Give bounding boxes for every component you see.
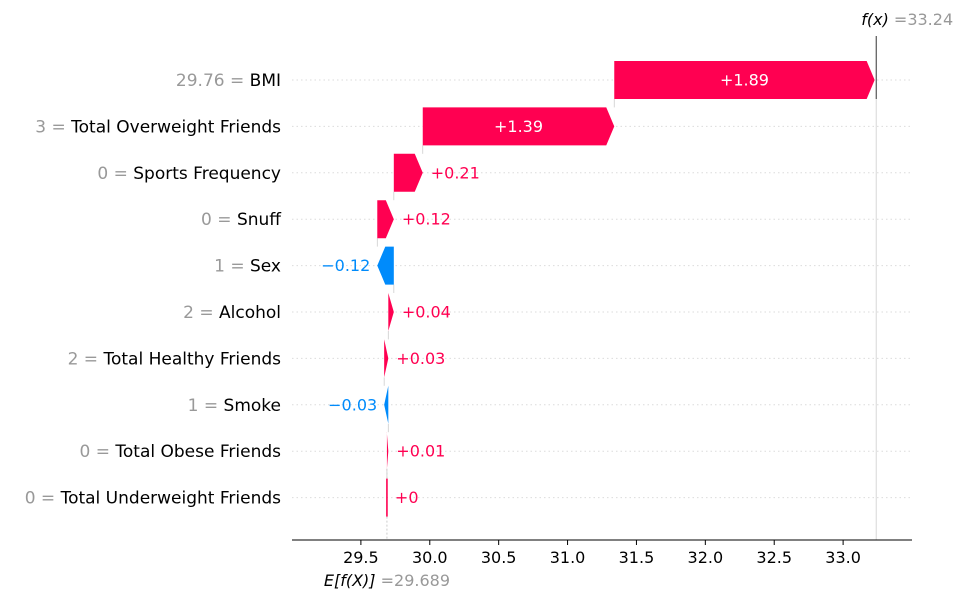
feature-row-label: 3 = Total Overweight Friends xyxy=(35,117,281,137)
feature-row-label: 1 = Smoke xyxy=(188,396,281,416)
bar-value-label: +0.03 xyxy=(396,349,445,368)
bar-value-label: +0.01 xyxy=(396,442,445,461)
x-tick-label: 33.0 xyxy=(825,548,861,567)
output-value-equals: = xyxy=(889,10,908,29)
feature-value: 1 xyxy=(188,396,199,416)
contribution-bars: +1.89 +1.39 +0.21 +0.12 −0.12 +0.04 +0.03 −0.03… xyxy=(321,61,875,517)
feature-value: 2 xyxy=(183,303,194,323)
base-value-number: 29.689 xyxy=(394,571,450,590)
bar-positive xyxy=(377,200,394,239)
feature-name: Snuff xyxy=(237,210,282,230)
bar-negative xyxy=(377,246,394,285)
base-value-equals: = xyxy=(376,571,395,590)
x-tick-label: 32.0 xyxy=(688,548,724,567)
bar-positive xyxy=(386,478,388,517)
output-value-number: 33.24 xyxy=(907,10,953,29)
feature-name: Total Underweight Friends xyxy=(60,489,282,509)
feature-row-label: 0 = Total Underweight Friends xyxy=(25,489,281,509)
bar-negative xyxy=(384,385,389,424)
equals-sign: = xyxy=(225,71,250,91)
reference-lines xyxy=(376,36,877,540)
bar-positive xyxy=(386,432,389,471)
equals-sign: = xyxy=(78,349,103,369)
bar-value-label: +0.21 xyxy=(431,163,480,182)
bar-value-label: +0 xyxy=(395,488,419,507)
equals-sign: = xyxy=(225,257,250,277)
equals-sign: = xyxy=(90,442,115,462)
x-axis: 29.5 30.0 30.5 31.0 31.5 32.0 32.5 33.0 xyxy=(292,539,912,567)
x-tick-label: 30.5 xyxy=(481,548,517,567)
feature-row-label: 0 = Total Obese Friends xyxy=(80,442,282,462)
x-tick-label: 32.5 xyxy=(756,548,792,567)
bar-value-label: +1.89 xyxy=(720,71,769,90)
output-value-symbol: f(x) xyxy=(861,10,889,29)
bar-value-label: +1.39 xyxy=(494,117,543,136)
feature-value: 0 xyxy=(25,489,36,509)
bar-positive xyxy=(422,107,615,146)
equals-sign: = xyxy=(36,489,61,509)
bar-positive xyxy=(614,61,875,99)
feature-row-label: 0 = Snuff xyxy=(201,210,282,230)
feature-name: Alcohol xyxy=(219,303,281,323)
bar-value-label: −0.12 xyxy=(321,256,370,275)
x-tick-label: 31.0 xyxy=(550,548,586,567)
output-value-annotation: f(x) =33.24 xyxy=(861,10,953,29)
feature-row-label: 0 = Sports Frequency xyxy=(97,164,281,184)
base-value-annotation: E[f(X)] =29.689 xyxy=(324,571,450,590)
equals-sign: = xyxy=(194,303,219,323)
feature-value: 3 xyxy=(35,117,46,137)
feature-name: Sex xyxy=(250,257,281,277)
feature-name: Sports Frequency xyxy=(133,164,281,184)
feature-name: Total Obese Friends xyxy=(114,442,281,462)
equals-sign: = xyxy=(198,396,223,416)
bar-value-label: +0.12 xyxy=(402,210,451,229)
feature-name: BMI xyxy=(250,71,281,91)
feature-name: Total Healthy Friends xyxy=(102,349,281,369)
feature-row-label: 2 = Alcohol xyxy=(183,303,281,323)
x-tick-label: 30.0 xyxy=(412,548,448,567)
feature-name: Smoke xyxy=(224,396,281,416)
feature-value: 0 xyxy=(80,442,91,462)
feature-name: Total Overweight Friends xyxy=(70,117,281,137)
base-value-symbol: E[f(X)] xyxy=(324,571,376,590)
bar-value-label: −0.03 xyxy=(328,395,377,414)
feature-value: 29.76 xyxy=(176,71,225,91)
feature-labels: 29.76 = BMI 3 = Total Overweight Friends 0… xyxy=(25,71,283,509)
equals-sign: = xyxy=(46,117,71,137)
feature-row-label: 1 = Sex xyxy=(214,257,281,277)
feature-value: 0 xyxy=(201,210,212,230)
equals-sign: = xyxy=(108,164,133,184)
x-tick-label: 31.5 xyxy=(619,548,655,567)
bar-positive xyxy=(384,339,389,378)
bar-positive xyxy=(393,153,423,192)
feature-value: 0 xyxy=(97,164,108,184)
feature-value: 2 xyxy=(68,349,79,369)
feature-row-label: 2 = Total Healthy Friends xyxy=(68,349,282,369)
bar-value-label: +0.04 xyxy=(402,303,451,322)
feature-value: 1 xyxy=(214,257,225,277)
feature-row-label: 29.76 = BMI xyxy=(176,71,281,91)
x-tick-label: 29.5 xyxy=(343,548,379,567)
equals-sign: = xyxy=(212,210,237,230)
bar-positive xyxy=(388,293,394,331)
